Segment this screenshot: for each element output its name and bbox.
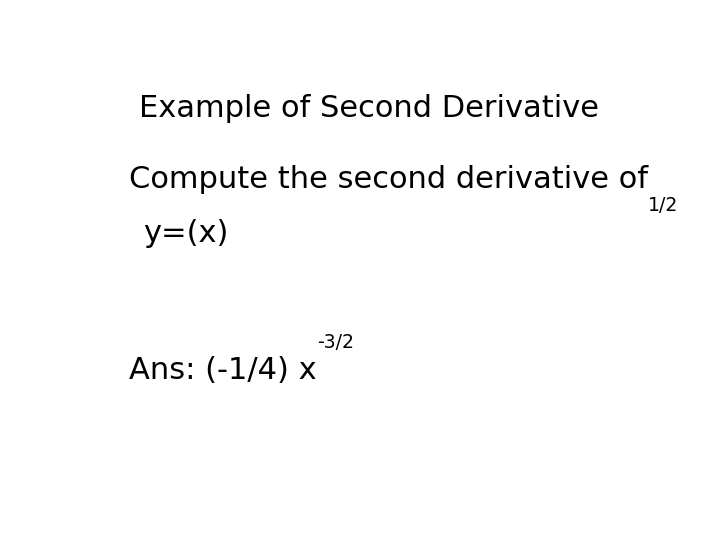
Text: -3/2: -3/2 bbox=[317, 333, 354, 352]
Text: Compute the second derivative of: Compute the second derivative of bbox=[129, 165, 648, 194]
Text: Example of Second Derivative: Example of Second Derivative bbox=[139, 94, 599, 123]
Text: y=(x): y=(x) bbox=[143, 219, 228, 248]
Text: 1/2: 1/2 bbox=[648, 196, 678, 215]
Text: Ans: (-1/4) x: Ans: (-1/4) x bbox=[129, 356, 317, 385]
